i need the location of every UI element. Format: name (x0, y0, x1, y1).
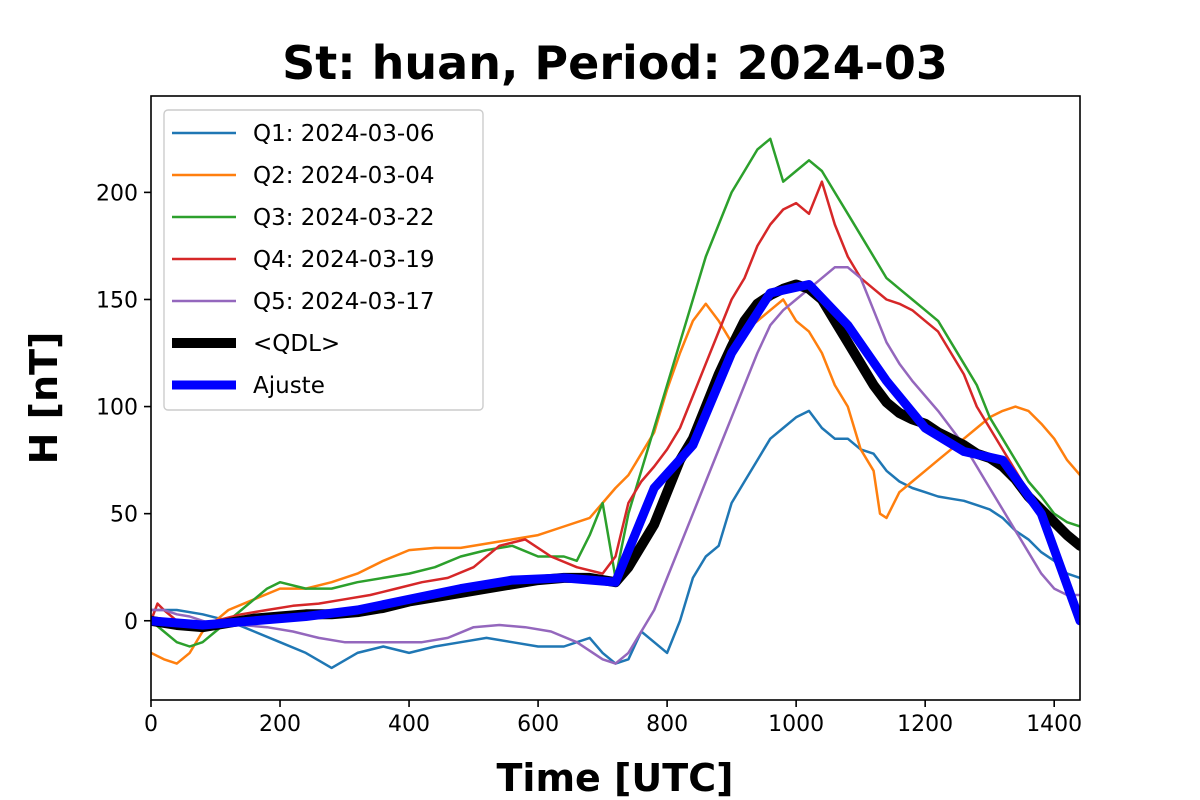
x-tick-label: 200 (259, 712, 301, 737)
x-tick-label: 800 (646, 712, 688, 737)
legend-label-3: Q3: 2024-03-22 (253, 205, 434, 231)
x-axis-ticks: 0 200 400 600 800 1000 1200 1400 (144, 700, 1082, 737)
x-tick-label: 600 (517, 712, 559, 737)
x-axis-label: Time [UTC] (497, 756, 734, 800)
plot-frame (150, 95, 1081, 701)
chart-title: St: huan, Period: 2024-03 (282, 36, 948, 90)
series-line-1 (151, 409, 1080, 670)
y-axis-label: H [nT] (22, 332, 66, 465)
x-tick-label: 1000 (768, 712, 824, 737)
series-line-3 (151, 137, 1080, 648)
legend-box (163, 109, 484, 411)
series-layer (151, 137, 1080, 670)
series-line-4 (151, 180, 1080, 627)
x-tick-label: 0 (144, 712, 158, 737)
legend-label-6: <QDL> (253, 331, 340, 357)
series-line-7 (151, 280, 1080, 630)
legend-label-5: Q5: 2024-03-17 (253, 289, 434, 315)
y-tick-label: 200 (96, 181, 138, 206)
y-axis-ticks: 0 50 100 150 200 (96, 181, 151, 635)
x-tick-label: 400 (388, 712, 430, 737)
y-tick-label: 0 (124, 610, 138, 635)
x-tick-label: 1200 (897, 712, 953, 737)
y-tick-label: 100 (96, 396, 138, 421)
legend-label-1: Q1: 2024-03-06 (253, 121, 434, 147)
y-tick-label: 150 (96, 288, 138, 313)
legend-entries: Q1: 2024-03-06 Q2: 2024-03-04 Q3: 2024-03-… (172, 121, 434, 399)
legend-label-2: Q2: 2024-03-04 (253, 163, 434, 189)
y-tick-label: 50 (110, 503, 138, 528)
legend-label-7: Ajuste (253, 373, 325, 399)
legend: Q1: 2024-03-06 Q2: 2024-03-04 Q3: 2024-03-… (163, 109, 484, 411)
x-tick-label: 1400 (1026, 712, 1082, 737)
legend-label-4: Q4: 2024-03-19 (253, 247, 434, 273)
